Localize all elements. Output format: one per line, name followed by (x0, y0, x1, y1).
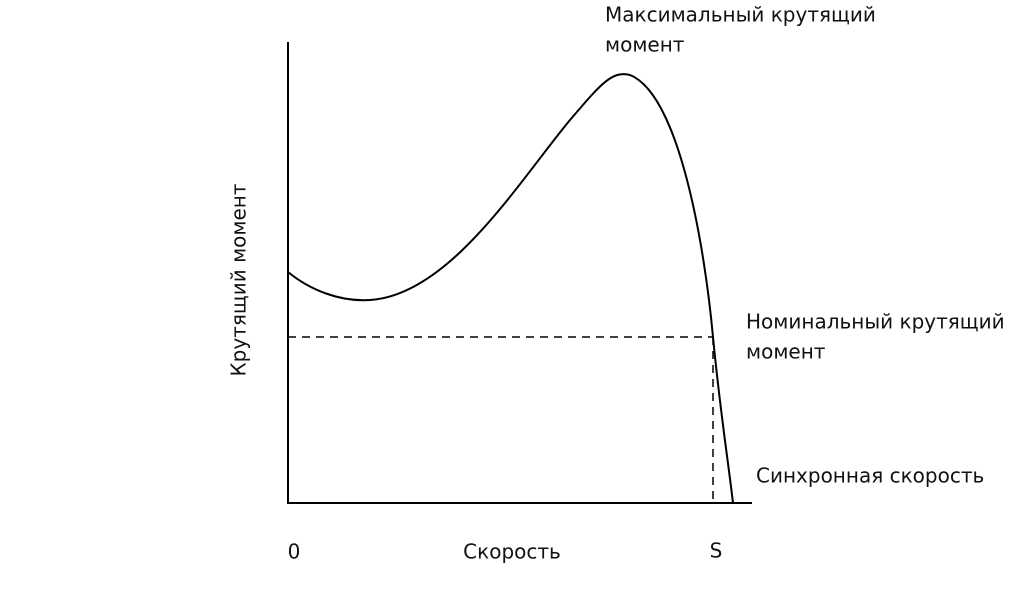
torque-curve (287, 73, 734, 504)
annotation: Синхронная скорость (756, 464, 984, 488)
annotation: момент (605, 33, 685, 57)
x-origin-label: 0 (288, 540, 301, 564)
annotation: Номинальный крутящий (746, 310, 1005, 334)
annotation: Максимальный крутящий (605, 3, 876, 27)
x-axis-label: Скорость (463, 540, 561, 564)
x-end-label: S (710, 539, 723, 563)
y-axis-label: Крутящий момент (227, 183, 251, 376)
annotation: момент (746, 340, 826, 364)
